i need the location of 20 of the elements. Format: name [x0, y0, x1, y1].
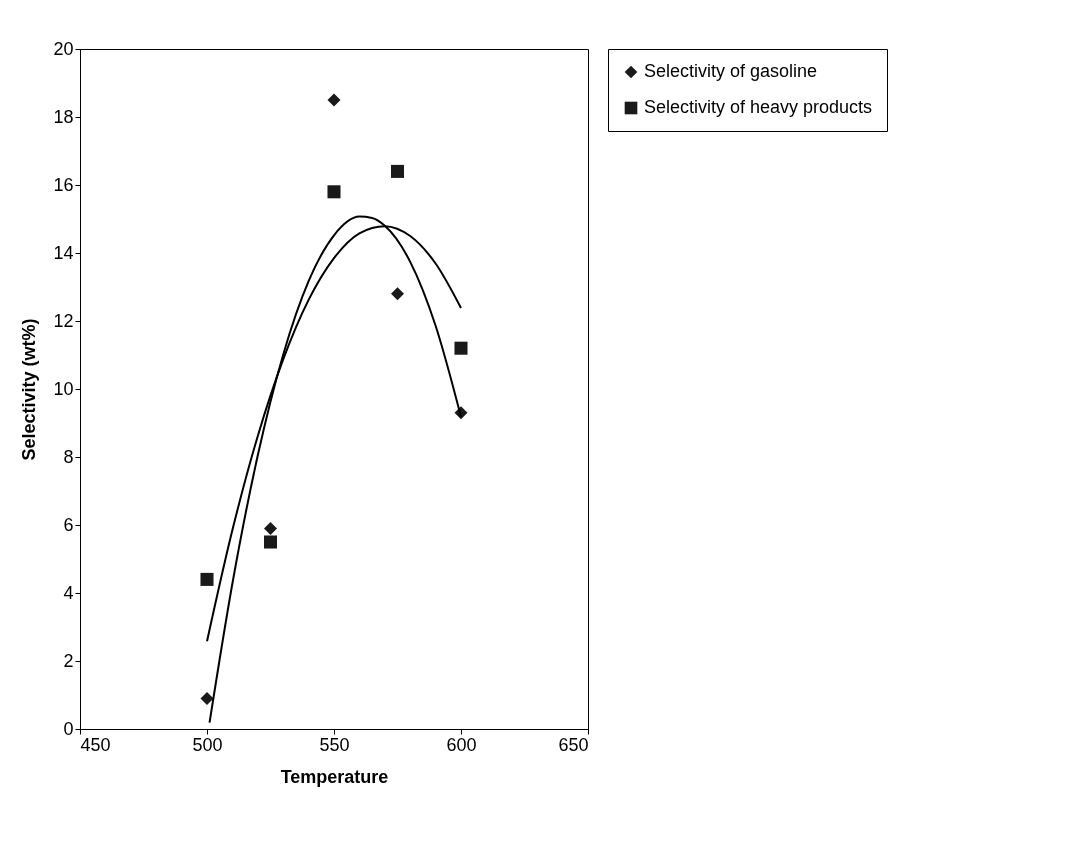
y-tick-label: 14 — [53, 242, 74, 263]
y-tick-label: 4 — [63, 582, 74, 603]
y-tick-label: 10 — [53, 378, 74, 399]
x-tick-label: 450 — [80, 734, 111, 755]
y-tick-label: 16 — [53, 174, 74, 195]
legend-label: Selectivity of heavy products — [644, 97, 873, 117]
x-tick-label: 500 — [192, 734, 223, 755]
x-axis-title: Temperature — [280, 766, 389, 787]
y-tick-label: 2 — [63, 650, 74, 671]
y-tick-label: 12 — [53, 310, 74, 331]
x-tick-label: 550 — [319, 734, 350, 755]
x-tick-label: 650 — [558, 734, 589, 755]
y-tick-label: 6 — [63, 514, 74, 535]
legend-label: Selectivity of gasoline — [644, 61, 818, 81]
x-tick-label: 600 — [446, 734, 477, 755]
y-axis-title: Selectivity (wt%) — [19, 318, 40, 461]
y-tick-label: 0 — [63, 718, 74, 739]
y-tick-label: 20 — [53, 38, 74, 59]
y-tick-label: 18 — [53, 106, 74, 127]
y-tick-label: 8 — [63, 446, 74, 467]
